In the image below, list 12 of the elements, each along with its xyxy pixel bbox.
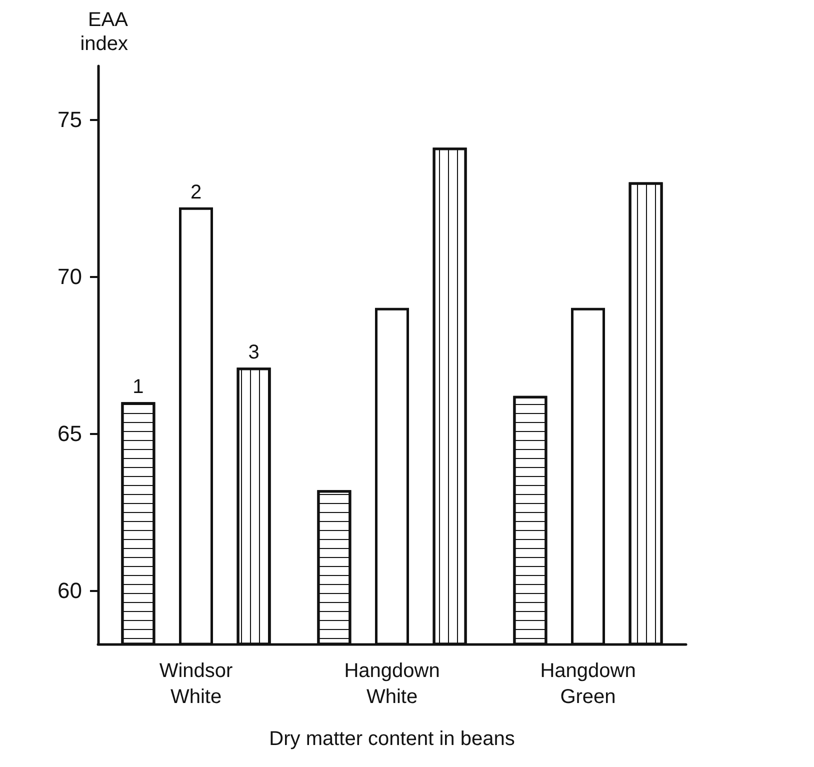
- series-label: 3: [248, 342, 260, 364]
- y-tick-label: 75: [58, 106, 82, 132]
- y-tick-label: 60: [58, 578, 82, 604]
- y-tick-label: 70: [58, 264, 82, 289]
- series-label: 2: [190, 181, 202, 204]
- y-axis-title: EAA index: [80, 9, 129, 55]
- x-tick-label: Windsor White: [159, 660, 234, 708]
- x-axis-title: Dry matter content in beans: [269, 728, 515, 750]
- y-tick-label: 65: [58, 421, 82, 446]
- x-tick-label: Hangdown Green: [540, 660, 636, 708]
- series-label: 1: [132, 376, 144, 398]
- x-tick-label: Hangdown White: [344, 660, 440, 708]
